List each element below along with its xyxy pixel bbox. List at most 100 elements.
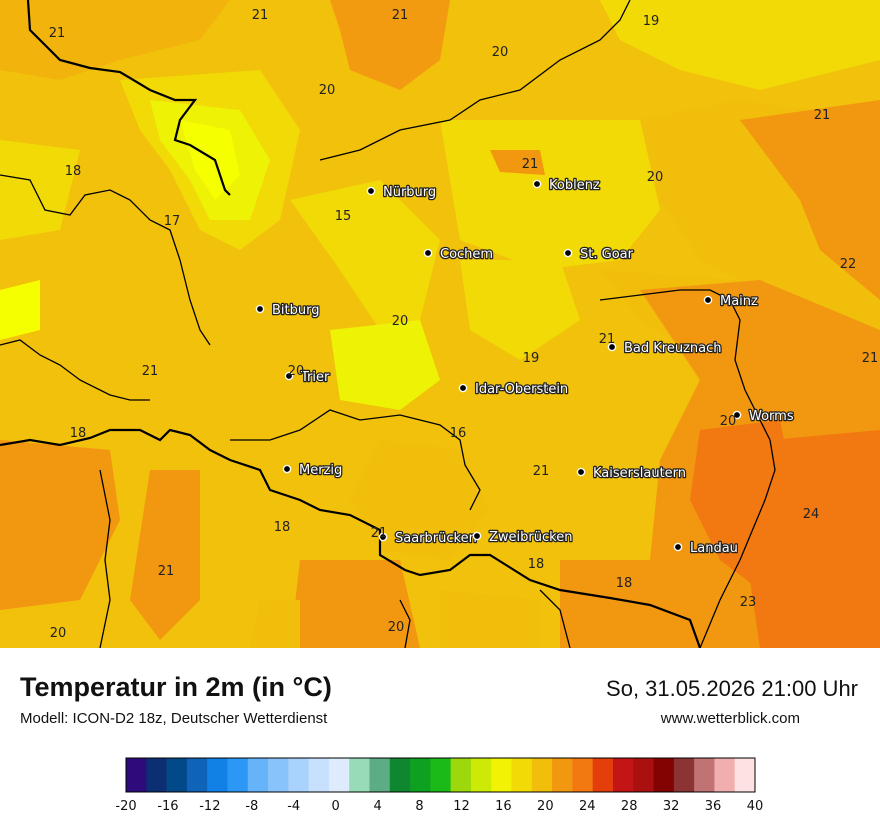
scale-swatch	[592, 758, 614, 792]
scale-swatch	[389, 758, 411, 792]
scale-tick-label: -16	[157, 799, 178, 814]
city-label: St. Goar	[580, 247, 634, 262]
scale-swatch	[126, 758, 147, 792]
city-dot	[378, 532, 388, 542]
city-kaiserslautern[interactable]: Kaiserslautern	[576, 465, 687, 482]
scale-swatch	[633, 758, 654, 792]
city-st-goar[interactable]: St. Goar	[563, 246, 635, 263]
scale-swatch	[410, 758, 431, 792]
city-nurburg[interactable]: Nürburg	[366, 184, 437, 201]
scale-swatch	[653, 758, 675, 792]
temperature-value: 21	[49, 26, 66, 41]
city-saarbrucken[interactable]: Saarbrücken	[378, 530, 478, 547]
city-dot	[532, 179, 542, 189]
scale-tick-label: 4	[373, 799, 381, 814]
scale-swatch	[714, 758, 736, 792]
city-dot	[458, 383, 468, 393]
city-dot	[282, 464, 292, 474]
scale-swatch	[268, 758, 289, 792]
city-label: Merzig	[299, 463, 342, 478]
city-label: Mainz	[720, 294, 758, 309]
scale-tick-label: -8	[245, 799, 258, 814]
city-bitburg[interactable]: Bitburg	[255, 302, 321, 319]
temperature-value: 21	[522, 157, 539, 172]
city-label: Zweibrücken	[489, 530, 572, 545]
state-borders	[0, 0, 776, 648]
forecast-datetime: So, 31.05.2026 21:00 Uhr	[606, 676, 858, 701]
temperature-value: 20	[319, 83, 336, 98]
city-bad-kreuznach[interactable]: Bad Kreuznach	[607, 340, 723, 357]
scale-tick-label: -4	[287, 799, 300, 814]
city-zweibrucken[interactable]: Zweibrücken	[472, 529, 574, 546]
city-landau[interactable]: Landau	[673, 540, 739, 557]
city-worms[interactable]: Worms	[732, 408, 795, 425]
city-mainz[interactable]: Mainz	[703, 293, 759, 310]
city-label: Kaiserslautern	[593, 466, 686, 481]
temperature-value: 21	[371, 526, 388, 541]
model-info: Modell: ICON-D2 18z, Deutscher Wetterdie…	[20, 710, 328, 727]
temperature-value: 23	[740, 595, 757, 610]
scale-swatch	[227, 758, 249, 792]
temperature-value: 18	[65, 164, 82, 179]
temperature-value: 20	[288, 364, 305, 379]
scale-swatch	[734, 758, 756, 792]
temperature-value: 22	[840, 257, 857, 272]
scale-swatch	[288, 758, 310, 792]
temperature-value: 21	[158, 564, 175, 579]
temperature-value: 19	[523, 351, 540, 366]
city-koblenz[interactable]: Koblenz	[532, 177, 601, 194]
city-label: Cochem	[440, 247, 493, 262]
temperature-value: 18	[528, 557, 545, 572]
scale-swatch	[166, 758, 188, 792]
city-dot	[563, 248, 573, 258]
temperature-value: 21	[252, 8, 269, 23]
scale-tick-label: 36	[705, 799, 722, 814]
scale-tick-label: -20	[115, 799, 136, 814]
city-label: Worms	[749, 409, 794, 424]
temperature-value: 20	[50, 626, 67, 641]
temperature-value: 21	[533, 464, 550, 479]
scale-tick-label: 40	[747, 799, 764, 814]
city-dot	[673, 542, 683, 552]
temperature-value: 16	[450, 426, 467, 441]
temperature-value: 21	[392, 8, 409, 23]
city-label: Trier	[300, 370, 330, 385]
scale-frame	[125, 757, 756, 793]
scale-swatch	[207, 758, 228, 792]
website-link[interactable]: www.wetterblick.com	[660, 710, 800, 727]
city-idar-oberstein[interactable]: Idar-Oberstein	[458, 381, 569, 398]
scale-swatch	[531, 758, 553, 792]
scale-tick-label: 0	[332, 799, 340, 814]
scale-tick-label: 8	[415, 799, 423, 814]
scale-swatch	[572, 758, 594, 792]
temperature-value: 20	[388, 620, 405, 635]
scale-tick-label: -12	[199, 799, 220, 814]
scale-swatch	[612, 758, 634, 792]
city-label: Saarbrücken	[395, 531, 477, 546]
scale-swatch	[694, 758, 715, 792]
city-label: Bad Kreuznach	[624, 341, 722, 356]
temperature-value: 19	[643, 14, 660, 29]
scale-swatch	[369, 758, 391, 792]
scale-tick-label: 20	[537, 799, 554, 814]
temperature-value: 24	[803, 507, 820, 522]
city-dot	[576, 467, 586, 477]
city-cochem[interactable]: Cochem	[423, 246, 494, 263]
scale-swatch	[328, 758, 350, 792]
map-title: Temperatur in 2m (in °C)	[20, 672, 332, 702]
scale-swatch	[430, 758, 452, 792]
city-merzig[interactable]: Merzig	[282, 462, 344, 479]
scale-swatch	[511, 758, 533, 792]
scale-swatch	[186, 758, 208, 792]
scale-swatch	[146, 758, 167, 792]
scale-swatch	[450, 758, 472, 792]
temperature-map[interactable]: Nürburg Koblenz Cochem St. Goar Bitburg Mainz…	[0, 0, 880, 648]
scale-tick-label: 28	[621, 799, 638, 814]
scale-swatch	[491, 758, 512, 792]
scale-tick-label: 16	[495, 799, 512, 814]
temperature-value: 20	[720, 414, 737, 429]
temperature-value: 17	[164, 214, 181, 229]
temperature-value: 20	[392, 314, 409, 329]
city-trier[interactable]: Trier	[284, 369, 331, 386]
footer: Temperatur in 2m (in °C) Modell: ICON-D2…	[0, 648, 880, 830]
